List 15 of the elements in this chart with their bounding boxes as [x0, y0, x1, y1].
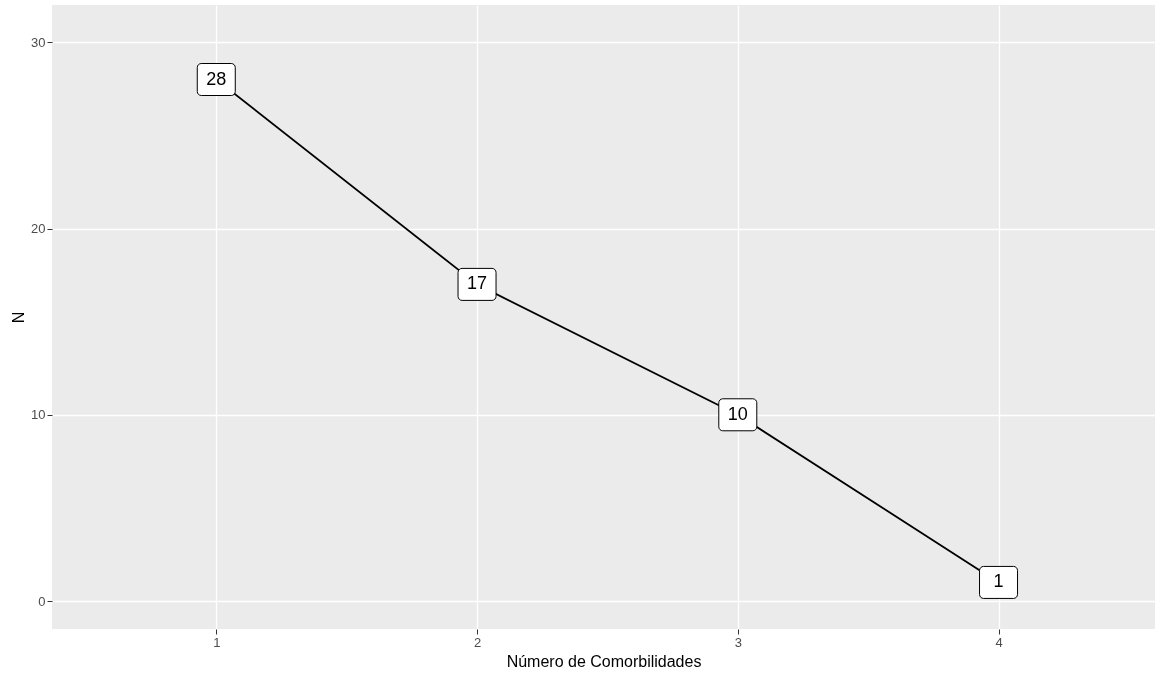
- x-tick-label: 2: [473, 634, 482, 650]
- data-label: 10: [727, 403, 748, 424]
- y-axis-title: N: [10, 311, 28, 324]
- y-tick-label: 20: [31, 221, 46, 237]
- y-tick-label: 0: [38, 593, 46, 609]
- x-tick-label: 4: [995, 634, 1003, 650]
- y-tick-label: 10: [31, 407, 46, 423]
- point: [979, 565, 1019, 599]
- x-axis-title: Número de Comorbilidades: [506, 652, 702, 670]
- y-tick-label: 30: [31, 34, 46, 50]
- x-tick-label: 3: [734, 634, 742, 650]
- data-label: 17: [467, 273, 488, 294]
- data-label: 1: [993, 571, 1004, 592]
- x-tick-label: 1: [213, 634, 221, 650]
- data-label: 28: [206, 68, 227, 89]
